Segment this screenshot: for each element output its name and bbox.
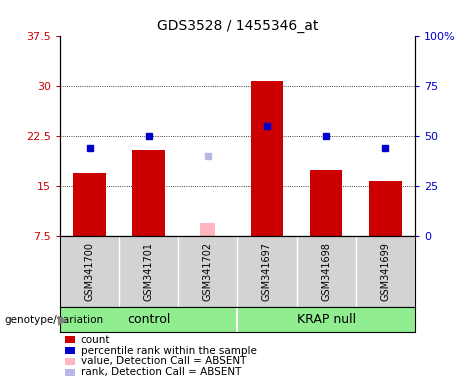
Bar xyxy=(132,150,165,236)
Bar xyxy=(369,181,402,236)
Text: GSM341700: GSM341700 xyxy=(84,242,95,301)
Text: count: count xyxy=(81,335,110,345)
Text: GSM341697: GSM341697 xyxy=(262,242,272,301)
Bar xyxy=(201,223,215,236)
Text: control: control xyxy=(127,313,171,326)
Text: GSM341698: GSM341698 xyxy=(321,242,331,301)
Text: GSM341702: GSM341702 xyxy=(203,242,213,301)
Text: genotype/variation: genotype/variation xyxy=(5,314,104,325)
Bar xyxy=(73,173,106,236)
Bar xyxy=(251,81,283,236)
Text: ▶: ▶ xyxy=(58,313,67,326)
Text: GSM341701: GSM341701 xyxy=(144,242,154,301)
Text: value, Detection Call = ABSENT: value, Detection Call = ABSENT xyxy=(81,356,246,366)
Text: GSM341699: GSM341699 xyxy=(380,242,390,301)
Title: GDS3528 / 1455346_at: GDS3528 / 1455346_at xyxy=(157,19,318,33)
Text: percentile rank within the sample: percentile rank within the sample xyxy=(81,346,257,356)
Bar xyxy=(310,170,343,236)
Text: KRAP null: KRAP null xyxy=(296,313,356,326)
Text: rank, Detection Call = ABSENT: rank, Detection Call = ABSENT xyxy=(81,367,241,377)
